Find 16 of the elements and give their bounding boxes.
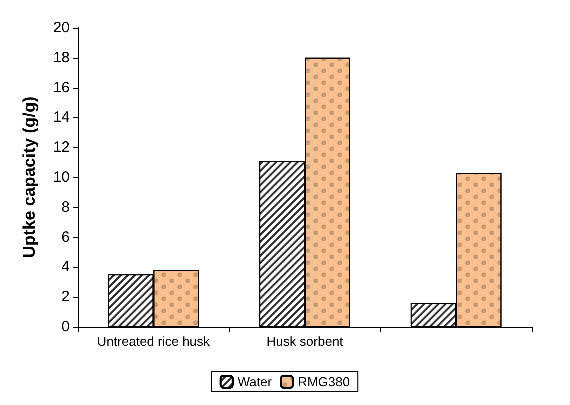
y-tick-label: 18 [53, 49, 70, 66]
x-tick-label: Untreated rice husk [97, 334, 211, 349]
y-tick-label: 12 [53, 139, 70, 156]
y-tick-label: 6 [62, 228, 70, 246]
y-tick-label: 0 [62, 318, 70, 336]
y-tick-label: 16 [53, 79, 70, 96]
y-tick-label: 20 [53, 20, 70, 36]
y-axis-title: Uptke capacity (g/g) [20, 96, 39, 258]
y-tick-label: 14 [53, 109, 70, 126]
y-tick-label: 4 [62, 258, 70, 276]
legend-label: RMG380 [298, 374, 350, 390]
y-tick-label: 10 [53, 169, 70, 186]
y-tick-label: 2 [62, 288, 70, 306]
legend-label: Water [238, 374, 273, 390]
y-tick-label: 8 [62, 198, 70, 216]
x-tick-label: Husk sorbent [266, 334, 344, 349]
